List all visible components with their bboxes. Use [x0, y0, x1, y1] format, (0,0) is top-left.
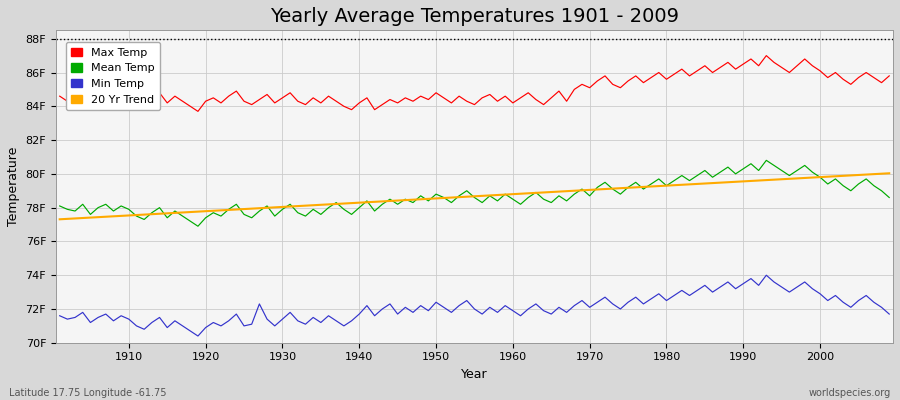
Text: Latitude 17.75 Longitude -61.75: Latitude 17.75 Longitude -61.75	[9, 388, 166, 398]
Legend: Max Temp, Mean Temp, Min Temp, 20 Yr Trend: Max Temp, Mean Temp, Min Temp, 20 Yr Tre…	[66, 42, 160, 110]
Title: Yearly Average Temperatures 1901 - 2009: Yearly Average Temperatures 1901 - 2009	[270, 7, 679, 26]
X-axis label: Year: Year	[461, 368, 488, 381]
Y-axis label: Temperature: Temperature	[7, 147, 20, 226]
Text: worldspecies.org: worldspecies.org	[809, 388, 891, 398]
